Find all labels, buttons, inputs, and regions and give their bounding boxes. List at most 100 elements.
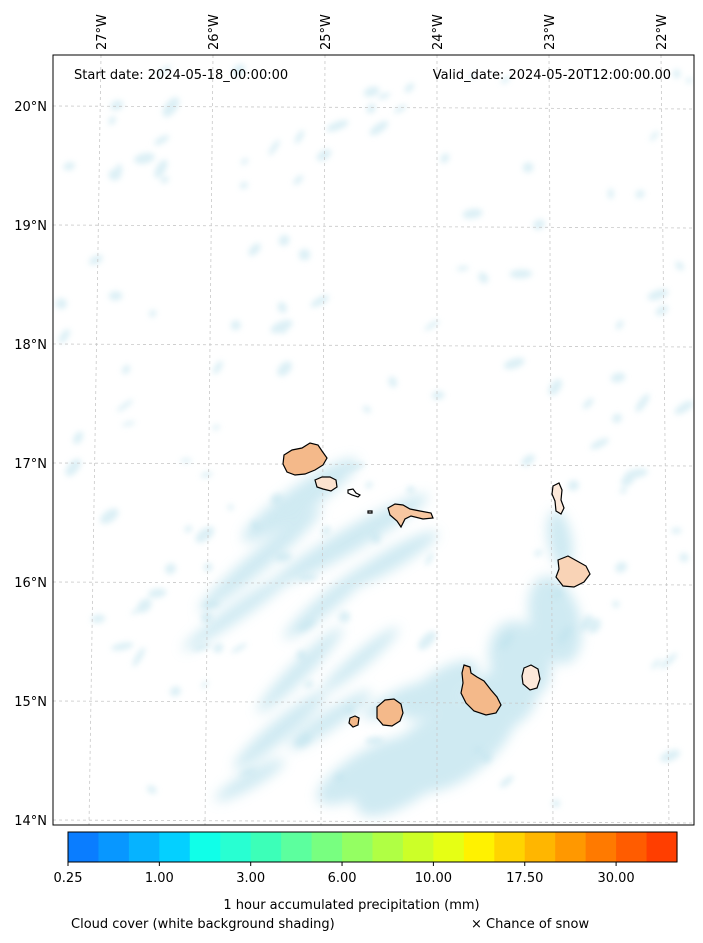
meridian-27w (88, 55, 102, 825)
cloud-blob (478, 272, 489, 284)
colorbar-cell (585, 832, 617, 862)
lon-label: 27°W (95, 14, 110, 50)
cloud-blob (122, 364, 131, 375)
cloud-blob (425, 552, 434, 566)
cloud-blob (499, 633, 514, 650)
cloud-blob (674, 400, 694, 415)
cloud-blob (239, 182, 249, 189)
colorbar-tick-label: 10.00 (415, 871, 452, 886)
cloud-blob (553, 588, 563, 599)
cloud-blob (366, 103, 376, 114)
cloud-blob (394, 104, 407, 114)
colorbar-cell (524, 832, 556, 862)
meridian-26w (204, 55, 214, 825)
colorbar-cell (250, 832, 282, 862)
cloud-blob (503, 357, 525, 370)
cloud-blob (557, 626, 573, 644)
cloud-blob (165, 563, 176, 575)
cloud-blob (146, 785, 157, 794)
cloud-blob (316, 149, 332, 162)
cloud-streak (233, 690, 327, 770)
cloud-blob (202, 600, 220, 609)
cloud-blob (610, 372, 626, 383)
cloud-blob (132, 647, 146, 667)
cloud-blob (406, 486, 415, 494)
cloud-blob (154, 159, 168, 179)
parallel-14n (53, 819, 694, 824)
cloud-blob (201, 680, 208, 689)
cloud-blob (248, 243, 261, 256)
colorbar-cell (98, 832, 130, 862)
cloud-blob (100, 508, 119, 524)
cloud-blob (619, 487, 627, 494)
cloud-blob (200, 471, 213, 478)
latitude-labels: 20°N 19°N 18°N 17°N 16°N 15°N 14°N (14, 100, 47, 829)
cloud-blob (371, 532, 381, 544)
cloud-blob (156, 65, 171, 77)
lon-label: 26°W (207, 14, 222, 50)
cloud-blob (277, 361, 292, 377)
islands (282, 442, 591, 728)
cloud-blob (251, 521, 260, 530)
colorbar-tick-label: 17.50 (506, 871, 543, 886)
cloud-blob (552, 799, 561, 808)
colorbar-cell (159, 832, 191, 862)
cloud-blob (297, 619, 316, 632)
colorbar-ticks: 0.25 1.00 3.00 6.00 10.00 17.50 30.00 (54, 862, 635, 886)
cloud-streak (271, 493, 429, 587)
cloud-blob (63, 162, 76, 171)
cloud-blob (310, 295, 330, 308)
cloud-blob (365, 736, 384, 745)
cloud-blob (675, 261, 685, 271)
meridian-25w (320, 55, 326, 825)
cloud-blob (240, 768, 257, 776)
cloud-blob (621, 473, 635, 487)
colorbar-cell (311, 832, 343, 862)
cloud-blob (212, 424, 220, 431)
cloud-blob (579, 614, 593, 631)
cloud-blob (509, 269, 533, 279)
cloud-blob (499, 775, 514, 788)
cloud-blob (111, 642, 134, 651)
lat-label: 17°N (14, 457, 47, 472)
cloud-blob (456, 265, 469, 271)
cloud-streak (182, 569, 298, 651)
cloud-blob (338, 611, 351, 623)
cloud-blob (154, 135, 170, 146)
island-maio (521, 664, 541, 691)
cloud-blob (298, 574, 318, 581)
island-sao-nicolau (387, 503, 434, 529)
cloud-streak (317, 735, 423, 805)
cloud-blob (522, 162, 534, 173)
cloud-blob (363, 86, 380, 97)
colorbar-tick-label: 6.00 (328, 871, 357, 886)
lat-label: 14°N (14, 814, 47, 829)
cloud-blob (655, 305, 668, 316)
colorbar-tick-label: 30.00 (597, 871, 634, 886)
cloud-blob (672, 69, 681, 79)
colorbar-outline (67, 831, 678, 863)
cloud-streak (257, 627, 343, 713)
colorbar-cell (372, 832, 404, 862)
cloud-blob (230, 320, 241, 331)
cloud-blob (369, 120, 389, 136)
cloud-blob (362, 405, 371, 413)
colorbar-cell (128, 832, 160, 862)
colorbar-tick-label: 1.00 (145, 871, 174, 886)
valid-date-label: Valid_date: 2024-05-20T12:00:00.00 (433, 68, 671, 83)
cloud-blob (365, 481, 373, 489)
cloud-blob (88, 254, 103, 266)
colorbar-label: 1 hour accumulated precipitation (mm) (223, 898, 480, 913)
graticule (53, 55, 694, 825)
cloud-blob (635, 393, 650, 413)
cloud-blob (418, 631, 437, 650)
start-date-label: Start date: 2024-05-18_00:00:00 (74, 68, 288, 83)
island-sal (551, 482, 565, 515)
cloud-blob (192, 643, 211, 651)
cloud-blob (582, 398, 594, 409)
cloud-blob (227, 504, 234, 511)
cloud-blob (424, 320, 440, 331)
cloud-blob (55, 298, 67, 310)
lon-label: 23°W (543, 14, 558, 50)
